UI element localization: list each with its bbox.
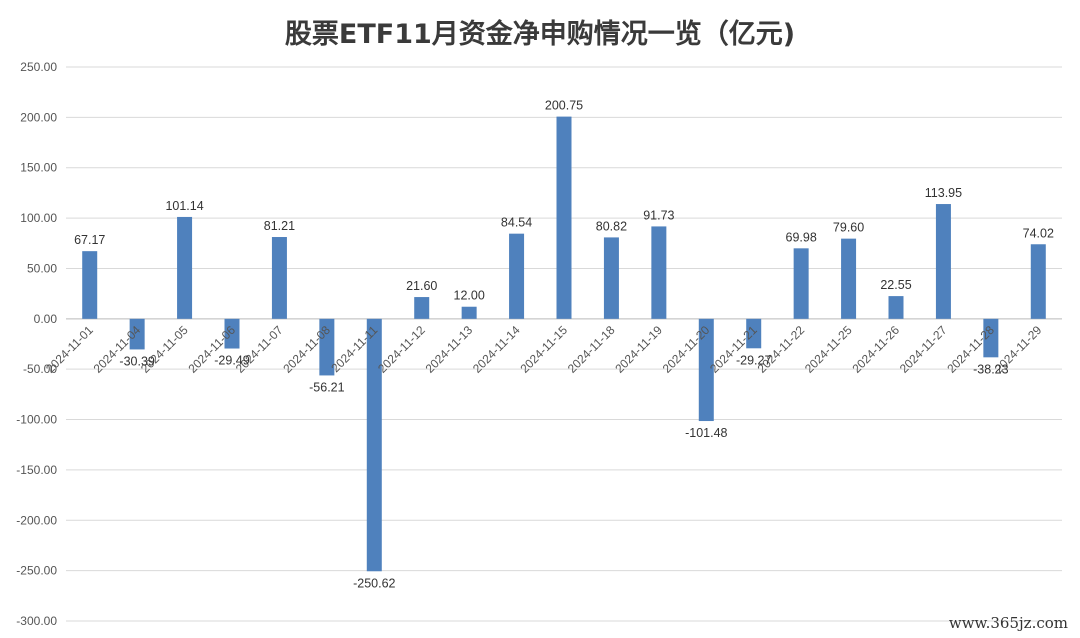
y-tick-label: 50.00	[27, 261, 57, 275]
bar-2024-11-26	[888, 296, 904, 319]
bar-2024-11-12	[414, 297, 430, 319]
bar-2024-11-07	[271, 237, 287, 319]
bar-2024-11-06	[224, 318, 240, 349]
data-label: 79.60	[833, 221, 864, 235]
y-tick-label: -200.00	[16, 513, 57, 527]
bar-2024-11-11	[366, 318, 382, 572]
bar-2024-11-08	[319, 318, 335, 376]
data-label: 101.14	[165, 199, 203, 213]
y-tick-label: 0.00	[34, 312, 58, 326]
data-label: 67.17	[74, 233, 105, 247]
data-label: 74.02	[1023, 226, 1054, 240]
data-label: 91.73	[643, 208, 674, 222]
x-tick-label: 2024-11-12	[375, 323, 428, 376]
bar-2024-11-14	[509, 233, 525, 319]
x-tick-label: 2024-11-18	[565, 323, 618, 376]
data-label: 69.98	[786, 230, 817, 244]
bar-2024-11-22	[793, 248, 809, 319]
data-label: 22.55	[880, 278, 911, 292]
bar-2024-11-19	[651, 226, 667, 319]
data-label: -38.23	[973, 362, 1008, 376]
x-tick-label: 2024-11-07	[233, 323, 286, 376]
bar-2024-11-21	[746, 318, 762, 349]
chart-title: 股票ETF11月资金净申购情况一览（亿元)	[284, 19, 796, 50]
x-tick-label: 2024-11-13	[423, 323, 476, 376]
x-tick-label: 2024-11-26	[849, 323, 902, 376]
x-tick-label: 2024-11-06	[185, 323, 238, 376]
y-tick-label: 150.00	[20, 161, 57, 175]
data-label: 84.54	[501, 216, 532, 230]
data-label: 21.60	[406, 279, 437, 293]
watermark: www.365jz.com	[948, 614, 1068, 632]
data-label: -29.49	[214, 354, 249, 368]
bar-2024-11-05	[177, 216, 193, 319]
x-tick-label: 2024-11-01	[43, 323, 96, 376]
x-tick-label: 2024-11-25	[802, 323, 855, 376]
bar-2024-11-13	[461, 306, 477, 319]
bar-2024-11-27	[935, 204, 951, 319]
y-tick-label: -50.00	[23, 362, 57, 376]
bar-2024-11-25	[841, 238, 857, 319]
x-tick-label: 2024-11-14	[470, 323, 523, 376]
data-label: -250.62	[353, 576, 395, 590]
data-label: -56.21	[309, 380, 344, 394]
y-tick-label: 200.00	[20, 110, 57, 124]
x-tick-label: 2024-11-21	[707, 323, 760, 376]
y-tick-label: -100.00	[16, 413, 57, 427]
data-label: 200.75	[545, 99, 583, 113]
data-label: -29.27	[736, 353, 771, 367]
x-tick-label: 2024-11-15	[517, 323, 570, 376]
y-tick-label: -250.00	[16, 564, 57, 578]
bar-2024-11-28	[983, 318, 999, 358]
y-tick-label: -300.00	[16, 614, 57, 628]
data-label: 12.00	[454, 289, 485, 303]
bar-2024-11-15	[556, 116, 572, 319]
data-label: -30.39	[119, 354, 154, 368]
data-label: 113.95	[925, 186, 962, 200]
y-tick-label: 250.00	[20, 60, 57, 74]
bar-2024-11-29	[1030, 244, 1046, 319]
x-tick-label: 2024-11-22	[755, 323, 808, 376]
y-tick-label: -150.00	[16, 463, 57, 477]
data-label: -101.48	[685, 426, 727, 440]
data-label: 81.21	[264, 219, 295, 233]
x-tick-label: 2024-11-19	[612, 323, 665, 376]
x-tick-label: 2024-11-27	[897, 323, 950, 376]
data-label: 80.82	[596, 219, 627, 233]
bar-2024-11-01	[82, 251, 98, 319]
y-tick-label: 100.00	[20, 211, 57, 225]
bar-2024-11-20	[698, 318, 714, 422]
bar-2024-11-18	[603, 237, 619, 319]
bar-2024-11-04	[129, 318, 145, 350]
